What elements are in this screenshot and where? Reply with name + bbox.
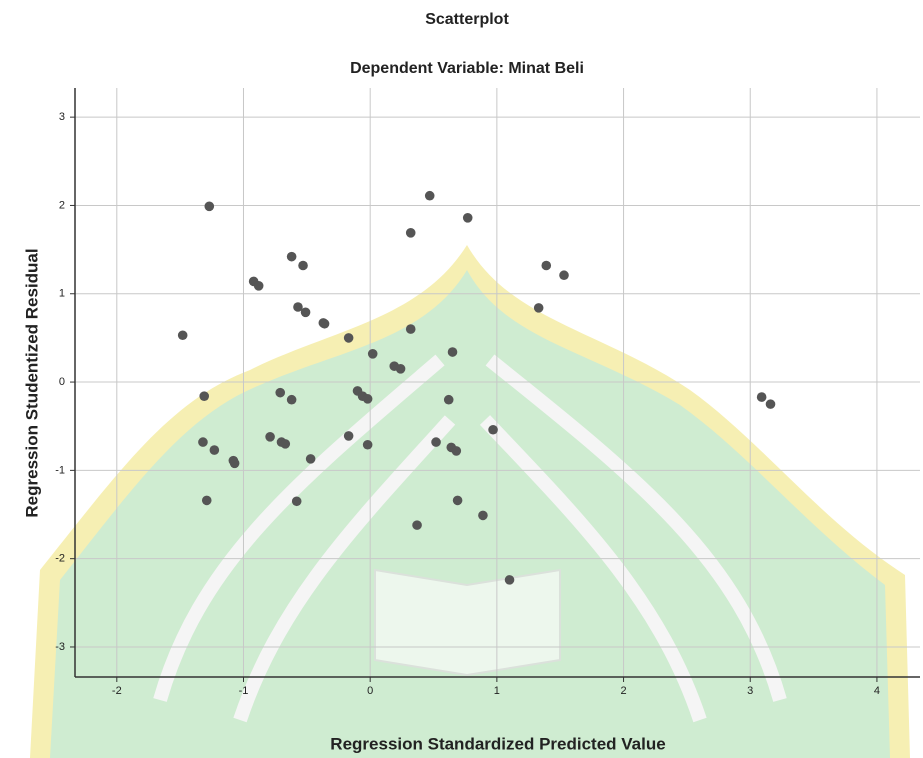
chart-title: Scatterplot [425, 11, 509, 28]
point [202, 496, 212, 506]
point [463, 213, 473, 223]
y-tick-label: 3 [59, 111, 65, 123]
point [396, 364, 406, 374]
point [292, 496, 302, 506]
y-tick-label: 0 [59, 376, 65, 388]
point [757, 392, 767, 402]
y-tick-label: -2 [55, 553, 65, 565]
point [199, 391, 209, 401]
x-tick-label: -1 [239, 685, 249, 697]
point [298, 261, 308, 271]
y-tick-label: -1 [55, 464, 65, 476]
x-axis-label: Regression Standardized Predicted Value [330, 734, 665, 753]
point [198, 437, 208, 447]
x-tick-label: 1 [494, 685, 500, 697]
point [178, 330, 188, 340]
point [488, 425, 498, 435]
point [559, 270, 569, 280]
x-tick-label: 0 [367, 685, 373, 697]
point [452, 446, 462, 456]
point [412, 520, 422, 530]
watermark-book [375, 570, 560, 675]
watermark [30, 245, 910, 758]
point [265, 432, 275, 442]
point [363, 440, 373, 450]
y-axis-label: Regression Studentized Residual [22, 248, 41, 517]
point [766, 399, 776, 409]
chart-subtitle: Dependent Variable: Minat Beli [350, 60, 584, 77]
point [406, 228, 416, 238]
x-tick-label: 3 [747, 685, 753, 697]
point [505, 575, 515, 585]
y-tick-label: 2 [59, 199, 65, 211]
point [344, 431, 354, 441]
point [210, 445, 220, 455]
point [254, 281, 264, 291]
point [320, 319, 330, 329]
point [453, 496, 463, 506]
x-tick-label: -2 [112, 685, 122, 697]
x-tick-label: 4 [874, 685, 880, 697]
point [344, 333, 354, 343]
point [541, 261, 551, 271]
point [425, 191, 435, 201]
point [368, 349, 378, 359]
point [301, 307, 311, 317]
chart: Scatterplot Dependent Variable: Minat Be… [0, 0, 923, 758]
point [363, 394, 373, 404]
point [534, 303, 544, 313]
watermark-fill [50, 270, 890, 758]
point [306, 454, 316, 464]
point [431, 437, 441, 447]
y-tick-label: -3 [55, 641, 65, 653]
y-tick-label: 1 [59, 288, 65, 300]
point [478, 511, 488, 521]
point [448, 347, 458, 357]
point [280, 439, 290, 449]
point [406, 324, 416, 334]
point [204, 202, 214, 212]
x-tick-label: 2 [620, 685, 626, 697]
point [444, 395, 454, 405]
point [287, 252, 297, 262]
point [287, 395, 297, 405]
point [230, 458, 240, 468]
point [275, 388, 285, 398]
